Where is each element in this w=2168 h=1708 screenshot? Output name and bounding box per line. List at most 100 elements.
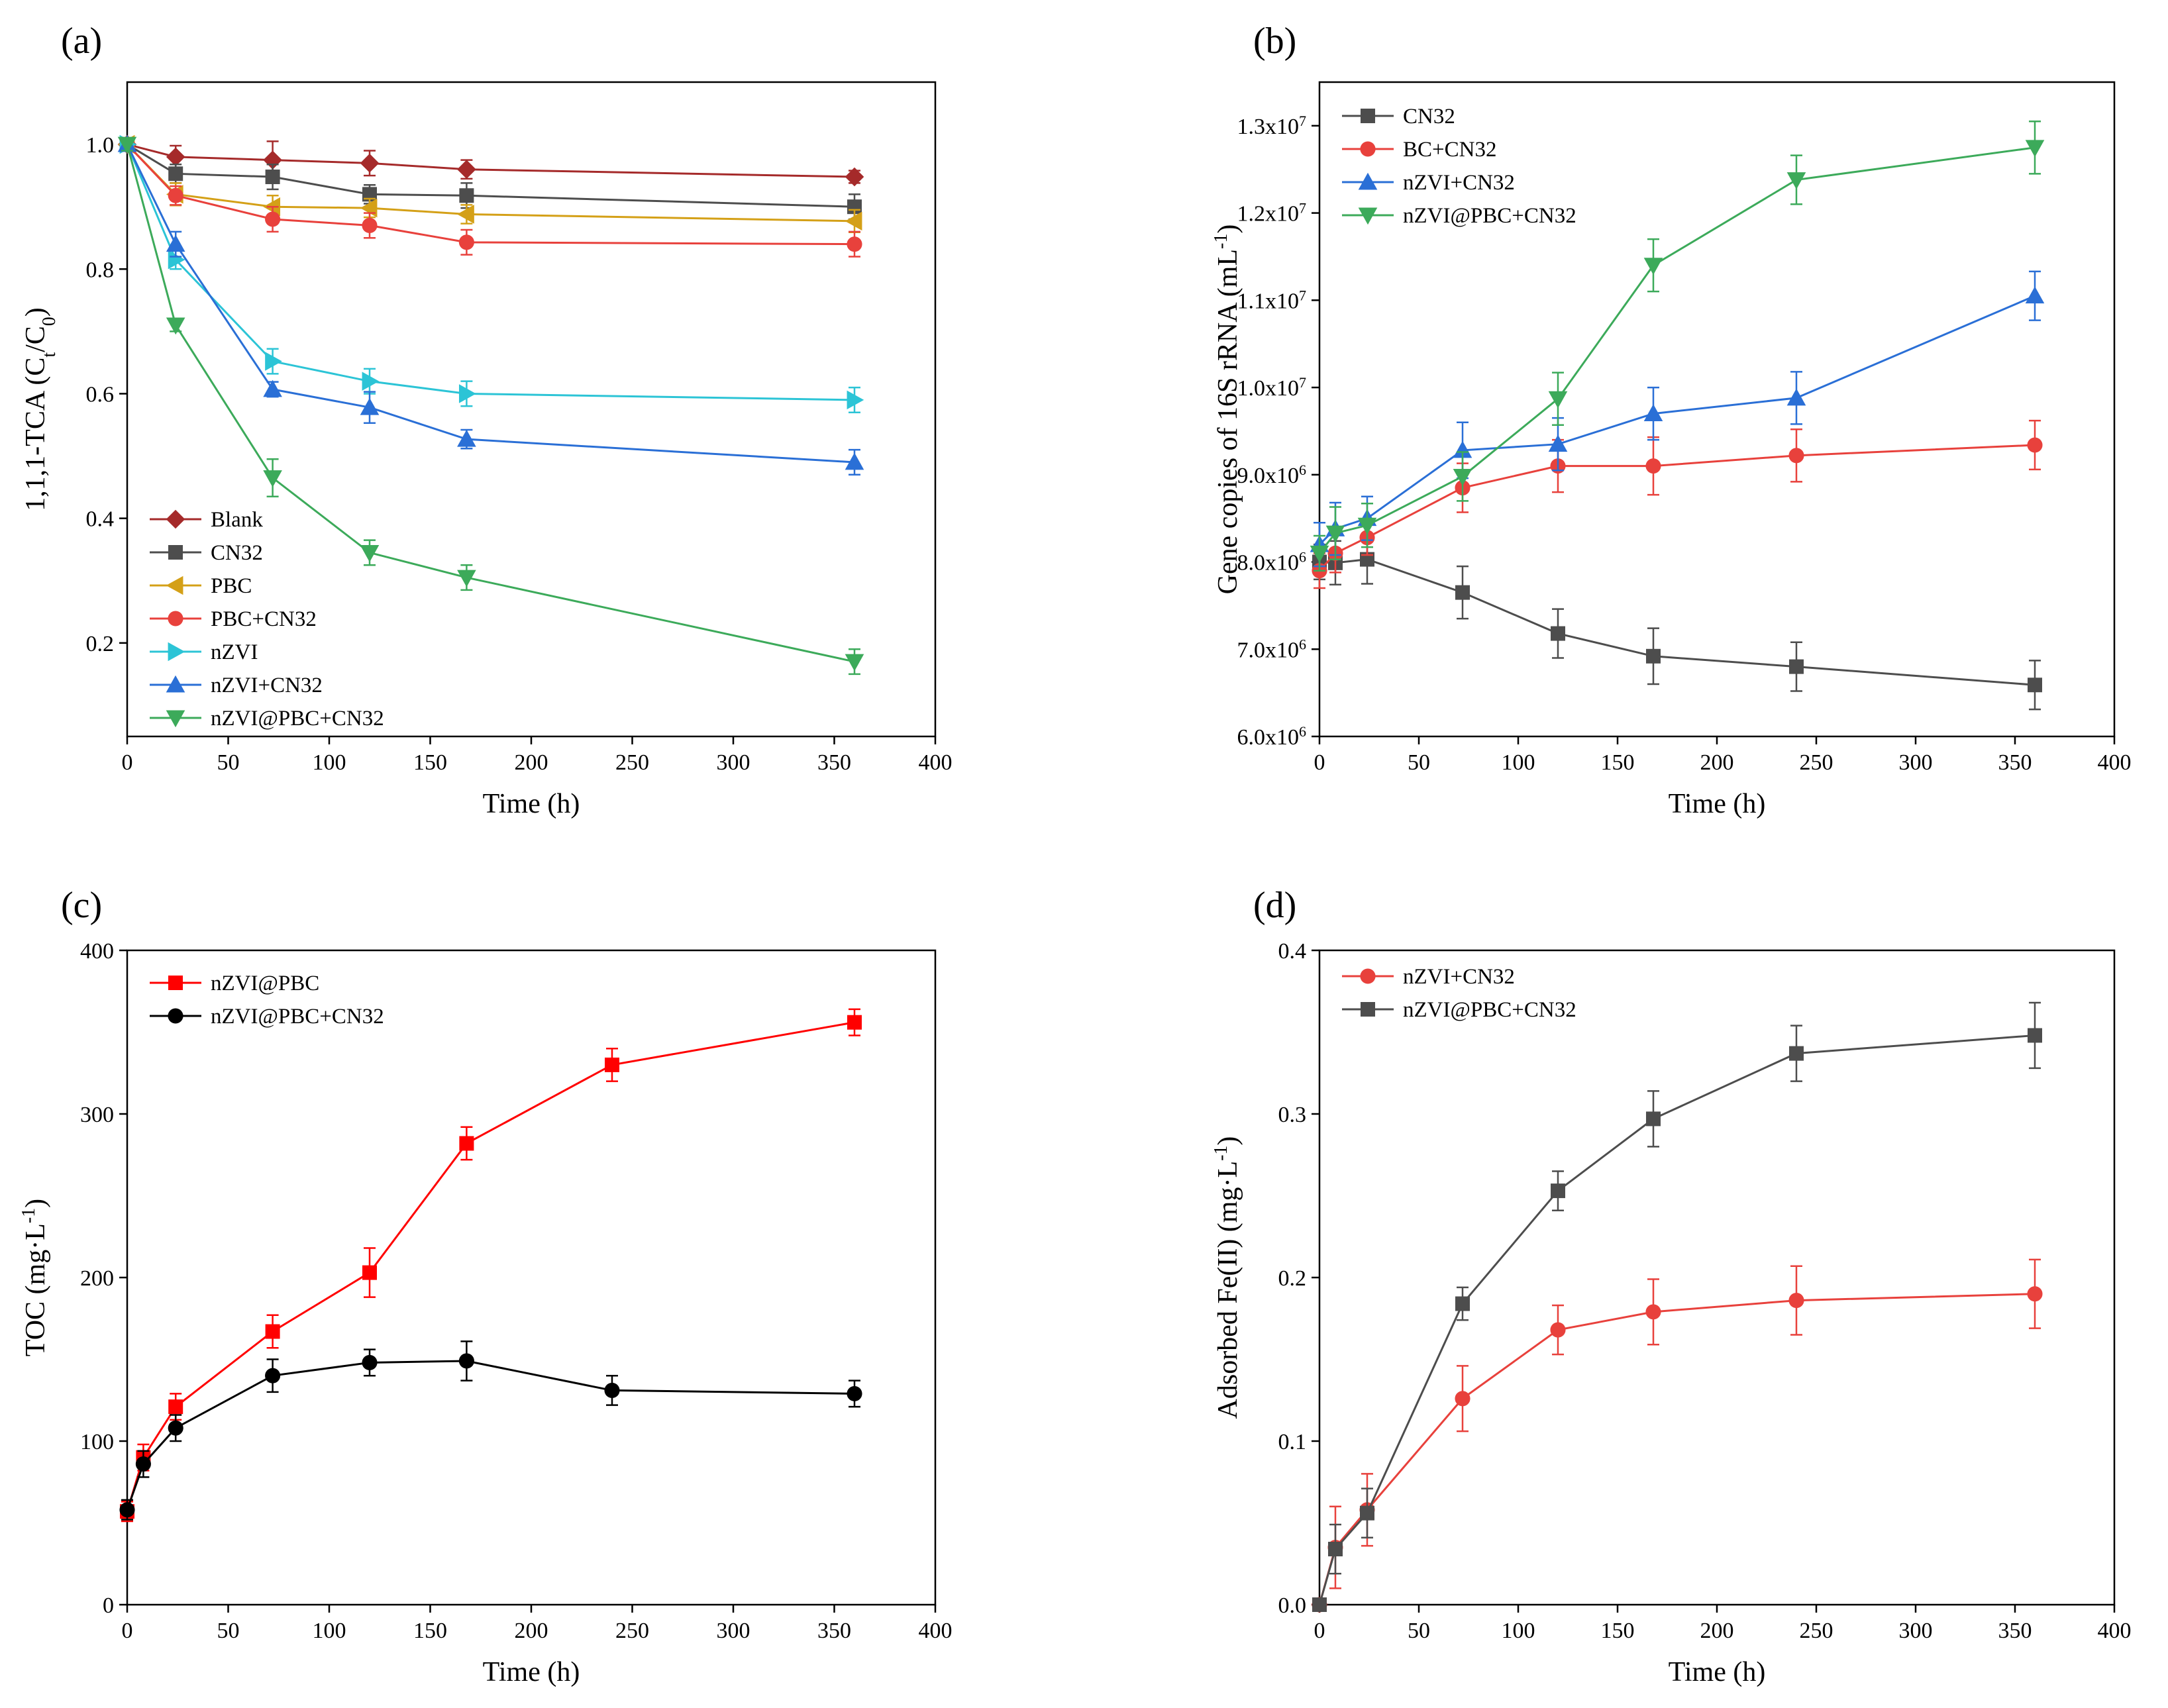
y-axis-title-d: Adsorbed Fe(II) (mg·L-1) <box>1211 1136 1244 1419</box>
data-point <box>1786 388 1806 406</box>
plot-frame-a <box>126 81 937 738</box>
data-point <box>847 236 862 252</box>
data-point <box>1455 1391 1471 1407</box>
data-point <box>168 1399 183 1415</box>
x-tick-label: 0 <box>122 1619 133 1643</box>
y-tick-label: 1.0x107 <box>1237 374 1307 401</box>
x-tick-label: 300 <box>717 1619 750 1643</box>
data-point <box>1646 1111 1661 1127</box>
series-line <box>126 144 855 246</box>
series-line <box>126 1360 855 1511</box>
legend-marker <box>168 642 185 662</box>
data-point <box>1548 434 1568 452</box>
series-nZVI@PBC+CN32 <box>119 1340 862 1521</box>
data-point <box>457 205 474 224</box>
x-tick-label: 250 <box>615 750 649 775</box>
x-tick-label: 250 <box>615 1619 649 1643</box>
data-point <box>1310 545 1329 563</box>
x-tick-label: 100 <box>1502 1619 1535 1643</box>
data-point <box>457 160 476 179</box>
data-point <box>166 234 185 252</box>
y-tick-label: 0.4 <box>86 507 115 532</box>
x-tick-label: 250 <box>1800 750 1833 775</box>
series-Blank <box>117 134 864 187</box>
chart-panel-c: (c) 0 50 100 150 200 250 300 350 400 0 100 200 300 400… <box>19 885 953 1687</box>
legend-marker <box>1361 1002 1375 1017</box>
x-tick-label: 400 <box>919 1619 953 1643</box>
x-axis-title-a: Time (h) <box>483 789 580 819</box>
data-point <box>360 397 380 415</box>
series-line <box>126 144 855 464</box>
panel-label-d: (d) <box>1253 885 1296 926</box>
data-point <box>263 379 282 397</box>
data-point <box>458 234 474 250</box>
series-nZVI@PBC+CN32 <box>117 136 864 676</box>
data-point <box>1551 626 1565 641</box>
data-point <box>1453 468 1472 486</box>
legend-label: PBC <box>211 574 252 598</box>
data-point <box>2027 1286 2043 1302</box>
data-point <box>1453 440 1472 458</box>
data-point <box>1789 1046 1804 1061</box>
data-point <box>458 384 476 403</box>
x-tick-label: 50 <box>217 1619 240 1643</box>
y-tick-label: 1.2x107 <box>1237 199 1307 226</box>
data-point <box>604 1382 620 1398</box>
x-tick-label: 100 <box>1502 750 1535 775</box>
legend-label: Blank <box>211 508 263 532</box>
y-tick-label: 1.0 <box>86 133 115 158</box>
legend-entry: PBC+CN32 <box>150 607 317 631</box>
x-tick-label: 400 <box>2098 750 2132 775</box>
data-point <box>458 1353 474 1369</box>
data-point <box>168 187 183 203</box>
legend-label: nZVI+CN32 <box>1403 171 1515 195</box>
legend-marker <box>168 976 183 990</box>
data-point <box>362 372 380 391</box>
data-point <box>166 317 185 335</box>
data-point <box>1788 448 1804 464</box>
data-point <box>845 654 864 672</box>
legend-entry: nZVI@PBC+CN32 <box>1342 998 1576 1022</box>
x-tick-label: 400 <box>919 750 953 775</box>
data-point <box>1645 1304 1661 1320</box>
legend-label: nZVI@PBC+CN32 <box>1403 998 1576 1022</box>
legend-marker <box>168 545 183 560</box>
series-CN32 <box>120 137 862 221</box>
data-point <box>1789 659 1804 674</box>
x-tick-label: 200 <box>515 750 548 775</box>
legend-entry: CN32 <box>150 541 263 565</box>
series-PBC <box>117 134 862 234</box>
y-tick-label: 0.4 <box>1278 939 1307 964</box>
data-point <box>845 211 862 231</box>
data-point <box>1455 1296 1470 1311</box>
data-point <box>1551 1183 1565 1199</box>
legend-label: nZVI@PBC+CN32 <box>1403 204 1576 228</box>
y-axis-title-a: 1,1,1-TCA (Ct/C0) <box>21 307 60 511</box>
series-line <box>127 143 855 208</box>
series-line <box>126 144 855 401</box>
data-point <box>1646 648 1661 664</box>
data-point <box>2028 678 2042 693</box>
legend-entry: nZVI@PBC+CN32 <box>150 707 384 730</box>
y-axis-title-c: TOC (mg·L-1) <box>19 1199 52 1356</box>
x-tick-label: 100 <box>313 750 346 775</box>
y-axis-title-b: Gene copies of 16S rRNA (mL-1) <box>1211 225 1244 595</box>
data-point <box>1786 172 1806 189</box>
legend-entry: PBC <box>150 574 252 598</box>
chart-panel-a: (a) 0 50 100 150 200 250 300 350 400 0.2 0.4 0.6 0.8 1… <box>21 21 953 819</box>
data-point <box>265 352 282 371</box>
y-tick-label: 0 <box>103 1593 114 1618</box>
x-tick-label: 0 <box>1314 1619 1325 1643</box>
data-point <box>1645 458 1661 474</box>
legend-label: BC+CN32 <box>1403 138 1496 162</box>
legend-label: nZVI+CN32 <box>1403 965 1515 989</box>
x-tick-label: 400 <box>2098 1619 2132 1643</box>
data-point <box>1325 525 1345 543</box>
y-tick-label: 7.0x106 <box>1237 636 1307 663</box>
data-point <box>459 188 474 203</box>
series-line <box>1318 444 2036 572</box>
legend-marker <box>1361 109 1375 123</box>
x-tick-label: 350 <box>1998 1619 2032 1643</box>
x-tick-label: 50 <box>217 750 240 775</box>
